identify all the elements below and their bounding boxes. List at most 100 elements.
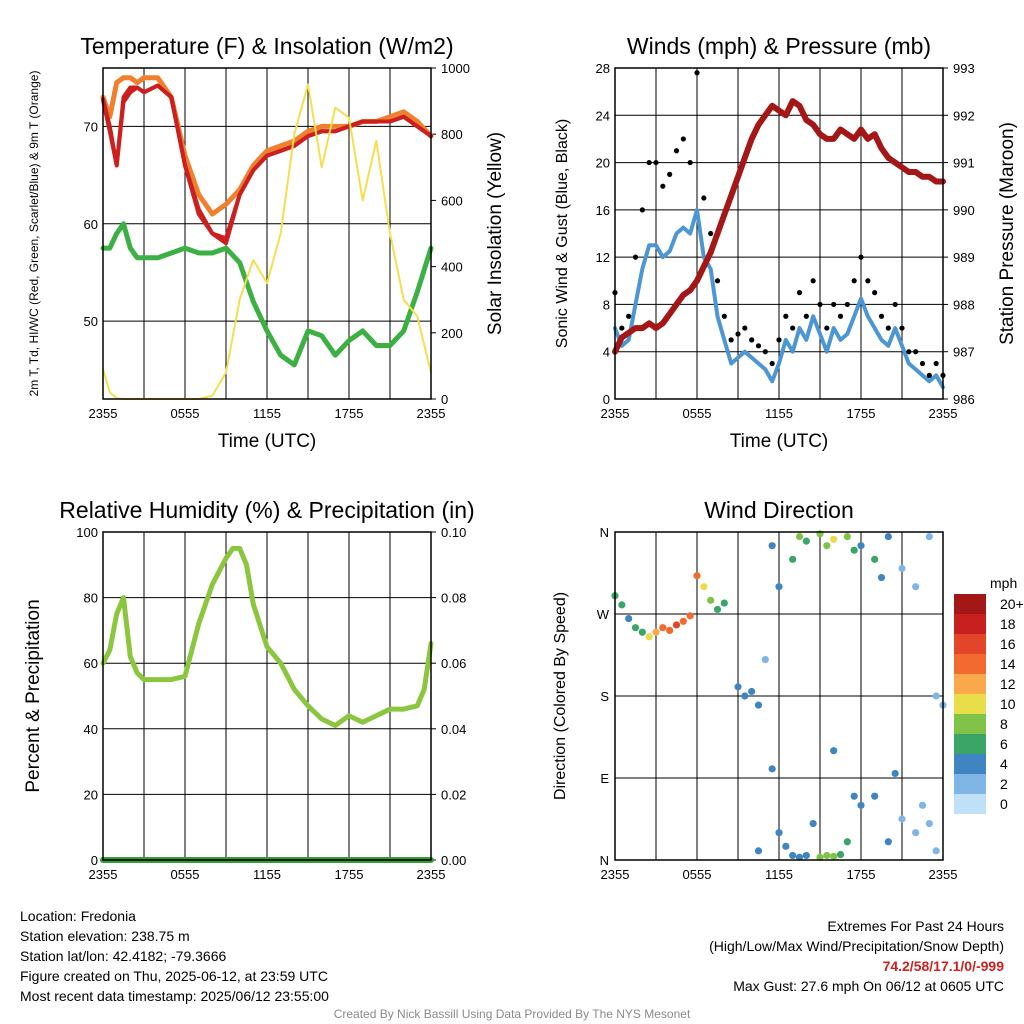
direction-point — [850, 792, 858, 800]
direction-point — [830, 852, 838, 860]
y2-tick-label: 0.02 — [441, 787, 466, 802]
station-elevation: Station elevation: 238.75 m — [20, 928, 190, 944]
y2-tick-label: 992 — [953, 108, 975, 123]
direction-point — [932, 692, 940, 700]
colorbar-swatch — [954, 774, 986, 794]
y2-tick-label: 0.06 — [441, 656, 466, 671]
y2-tick-label: 600 — [441, 193, 463, 208]
x-tick-label: 1155 — [253, 867, 281, 882]
recent-data-timestamp: Most recent data timestamp: 2025/06/12 2… — [20, 988, 329, 1004]
y-tick-label: 20 — [84, 787, 98, 802]
x-tick-label: 1755 — [335, 867, 364, 882]
colorbar-title: mph — [990, 575, 1017, 591]
direction-point — [802, 537, 810, 545]
direction-point — [912, 829, 920, 837]
x-tick-label: 1755 — [335, 406, 364, 421]
colorbar-label: 18 — [1000, 616, 1016, 632]
direction-point — [795, 853, 804, 861]
y2-tick-label: 0.00 — [441, 853, 466, 868]
y-tick-label: 100 — [76, 525, 98, 540]
gust-point — [626, 313, 632, 319]
y-axis-label: 2m T, Td, HI/WC (Red, Green, Scarlet/Blu… — [27, 71, 41, 397]
gust-point — [831, 301, 837, 308]
direction-point — [666, 626, 674, 635]
x-tick-label: 0555 — [683, 867, 712, 882]
y2-axis-label: Station Pressure (Maroon) — [997, 122, 1018, 345]
direction-point — [686, 612, 694, 620]
colorbar-label: 16 — [1000, 636, 1016, 652]
direction-point — [925, 819, 933, 828]
colorbar-swatch — [954, 734, 986, 754]
gust-point — [619, 325, 625, 331]
y2-tick-label: 987 — [953, 345, 975, 360]
x-tick-label: 2355 — [417, 867, 446, 882]
y-axis-label: Direction (Colored By Speed) — [552, 592, 569, 800]
gust-point — [919, 360, 926, 367]
direction-point — [775, 829, 783, 837]
t-series-line — [101, 83, 433, 246]
direction-point — [932, 847, 940, 855]
x-tick-label: 1755 — [847, 406, 876, 421]
direction-point — [659, 624, 667, 632]
colorbar-label: 8 — [1000, 716, 1008, 732]
direction-point — [871, 555, 879, 563]
gust-point — [660, 183, 666, 189]
x-tick-label: 1155 — [765, 867, 793, 882]
station-info: Location: Fredonia Station elevation: 23… — [20, 906, 329, 1006]
colorbar-swatch — [954, 694, 986, 714]
y-tick-label: 4 — [603, 345, 610, 360]
direction-point — [891, 769, 899, 778]
y-axis-label: Sonic Wind & Gust (Blue, Black) — [554, 119, 571, 348]
y-tick-label: 20 — [596, 156, 610, 171]
direction-point — [830, 747, 838, 755]
gust-point — [783, 313, 789, 319]
direction-point — [741, 692, 749, 700]
gust-point — [742, 325, 748, 331]
colorbar-swatch — [954, 674, 986, 694]
gust-point — [776, 337, 782, 343]
y2-tick-label: 0.08 — [441, 591, 466, 606]
y2-tick-label: 986 — [953, 392, 975, 407]
y-tick-label: N — [600, 525, 609, 540]
x-tick-label: 2355 — [929, 406, 958, 421]
colorbar-swatch — [954, 614, 986, 634]
y-tick-label: 0 — [91, 853, 98, 868]
humidity-precip-panel: 2355 0555 1155 1755 2355 Relative Humidity (%… — [23, 497, 475, 882]
gust-point — [762, 349, 768, 355]
direction-point — [707, 596, 715, 604]
chart-title: Relative Humidity (%) & Precipitation (i… — [59, 497, 474, 523]
direction-point — [925, 532, 933, 541]
gust-point — [899, 325, 905, 331]
colorbar-label: 4 — [1000, 756, 1008, 772]
gust-point — [858, 254, 864, 260]
x-tick-label: 2355 — [417, 406, 446, 421]
x-tick-label: 0555 — [171, 867, 200, 882]
y-axis-label: Percent & Precipitation — [23, 599, 44, 792]
y2-axis-label: Solar Insolation (Yellow) — [485, 132, 506, 335]
direction-point — [645, 633, 653, 641]
direction-point — [700, 583, 708, 591]
gust-point — [639, 207, 645, 213]
y2-tick-label: 200 — [441, 326, 463, 341]
gust-point — [790, 325, 796, 331]
colorbar-label: 12 — [1000, 676, 1016, 692]
colorbar-label: 0 — [1000, 796, 1008, 812]
direction-point — [720, 599, 728, 607]
gust-point — [851, 278, 857, 284]
colorbar-label: 20+ — [1000, 596, 1024, 612]
gust-point — [844, 301, 850, 308]
gust-point — [817, 301, 823, 308]
y2-tick-label: 989 — [953, 250, 975, 265]
direction-point — [748, 687, 756, 696]
y2-tick-label: 991 — [953, 156, 975, 171]
y-tick-label: 12 — [596, 250, 610, 265]
direction-point — [823, 851, 831, 860]
y-tick-label: 8 — [603, 297, 610, 312]
x-tick-label: 1155 — [253, 406, 281, 421]
gust-point — [878, 313, 885, 319]
extremes-title: Extremes For Past 24 Hours — [827, 918, 1004, 934]
plot-frame — [102, 67, 432, 400]
x-tick-label: 2355 — [601, 867, 630, 882]
plot-frame — [102, 531, 432, 861]
wind-series-line — [613, 207, 945, 390]
